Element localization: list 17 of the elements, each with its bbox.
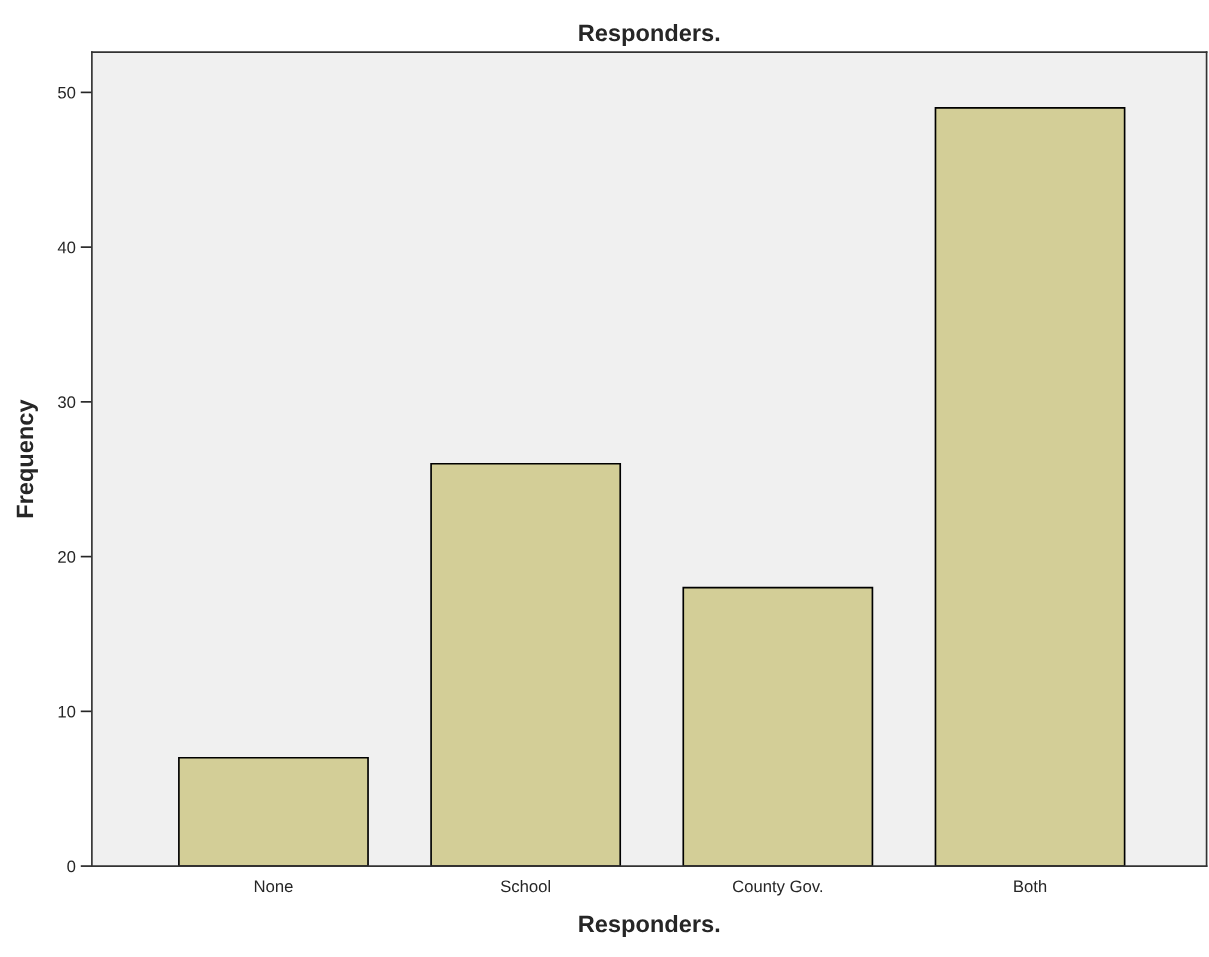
bar	[934, 107, 1126, 867]
y-axis-title: Frequency	[16, 399, 38, 518]
y-tick-label: 40	[57, 241, 76, 254]
bar	[682, 586, 874, 867]
y-tick-label: 50	[58, 86, 76, 99]
x-tick-label: School	[500, 879, 551, 893]
x-tick-label: None	[254, 880, 293, 893]
chart-title: Responders.	[579, 23, 720, 46]
y-tick-label: 10	[58, 705, 76, 718]
bar	[178, 756, 369, 867]
x-tick-label: Both	[1014, 879, 1047, 893]
y-tick-label: 20	[58, 551, 76, 563]
x-axis-title: Responders.	[579, 914, 720, 937]
bar	[430, 462, 622, 867]
x-tick-label: County Gov.	[733, 880, 823, 896]
y-tick-label: 0	[67, 860, 76, 873]
y-tick-label: 30	[58, 396, 76, 409]
